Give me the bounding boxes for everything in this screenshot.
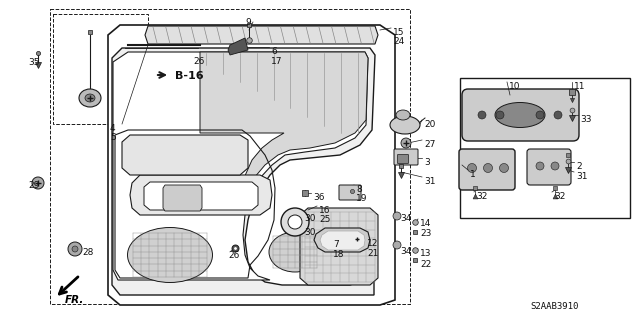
Text: 26: 26 [193, 57, 204, 66]
Text: 26: 26 [228, 251, 239, 260]
Ellipse shape [79, 89, 101, 107]
Bar [460, 78, 630, 218]
FancyArrowPatch shape [60, 277, 78, 294]
Text: 34: 34 [400, 247, 412, 256]
Polygon shape [163, 185, 202, 211]
Circle shape [401, 138, 411, 148]
Text: 27: 27 [424, 140, 435, 149]
Text: 12: 12 [367, 239, 378, 248]
Circle shape [551, 162, 559, 170]
Text: 21: 21 [367, 249, 378, 258]
Ellipse shape [127, 227, 212, 283]
Text: 9: 9 [245, 18, 251, 27]
Text: 7: 7 [333, 240, 339, 249]
Polygon shape [112, 48, 375, 295]
Circle shape [393, 241, 401, 249]
FancyBboxPatch shape [459, 149, 515, 190]
Text: 3: 3 [424, 158, 429, 167]
Text: 20: 20 [424, 120, 435, 129]
Text: 18: 18 [333, 250, 344, 259]
Circle shape [393, 212, 401, 220]
Text: 8: 8 [356, 185, 362, 194]
Circle shape [483, 164, 493, 173]
Text: 28: 28 [82, 248, 93, 257]
Polygon shape [108, 25, 395, 305]
Text: 1: 1 [470, 170, 476, 179]
Polygon shape [113, 52, 368, 280]
FancyBboxPatch shape [527, 149, 571, 185]
Circle shape [288, 215, 302, 229]
Circle shape [68, 242, 82, 256]
Polygon shape [122, 135, 248, 175]
Circle shape [281, 208, 309, 236]
Text: 24: 24 [393, 37, 404, 46]
Bar [50, 9, 410, 304]
Text: 5: 5 [110, 133, 116, 142]
FancyBboxPatch shape [394, 149, 418, 165]
Text: 32: 32 [476, 192, 488, 201]
Text: 11: 11 [574, 82, 586, 91]
Circle shape [499, 164, 509, 173]
Text: 4: 4 [110, 124, 116, 133]
Circle shape [536, 111, 544, 119]
Text: 32: 32 [554, 192, 565, 201]
Text: 35: 35 [28, 58, 40, 67]
Polygon shape [320, 231, 365, 250]
Ellipse shape [85, 94, 95, 102]
Circle shape [478, 111, 486, 119]
Circle shape [554, 111, 562, 119]
Text: 16: 16 [319, 206, 330, 215]
FancyBboxPatch shape [397, 154, 408, 164]
Polygon shape [144, 182, 258, 210]
Polygon shape [300, 208, 378, 285]
Text: S2AAB3910: S2AAB3910 [531, 302, 579, 311]
FancyBboxPatch shape [462, 89, 579, 141]
Text: 31: 31 [576, 172, 588, 181]
Text: 2: 2 [576, 162, 582, 171]
Ellipse shape [396, 110, 410, 120]
FancyBboxPatch shape [339, 185, 361, 200]
Text: 30: 30 [304, 214, 316, 223]
Text: 6: 6 [271, 47, 276, 56]
Ellipse shape [495, 102, 545, 128]
Text: 33: 33 [580, 115, 591, 124]
Ellipse shape [390, 116, 420, 134]
Text: 15: 15 [393, 28, 404, 37]
Circle shape [467, 164, 477, 173]
Text: FR.: FR. [65, 295, 84, 305]
Text: 23: 23 [420, 229, 431, 238]
Text: 19: 19 [356, 194, 367, 203]
Bar [53, 14, 148, 124]
Text: 36: 36 [313, 193, 324, 202]
Text: 29: 29 [28, 181, 40, 190]
Text: 25: 25 [319, 215, 330, 224]
Polygon shape [145, 26, 378, 44]
Text: 17: 17 [271, 57, 282, 66]
Text: 34: 34 [400, 214, 412, 223]
Ellipse shape [269, 232, 321, 272]
Circle shape [32, 177, 44, 189]
Polygon shape [200, 52, 368, 210]
Text: 10: 10 [509, 82, 520, 91]
Text: 30: 30 [304, 228, 316, 237]
Polygon shape [130, 175, 272, 215]
Text: 22: 22 [420, 260, 431, 269]
Text: 14: 14 [420, 219, 431, 228]
Circle shape [496, 111, 504, 119]
Text: 31: 31 [424, 177, 435, 186]
Circle shape [72, 246, 78, 252]
Circle shape [536, 162, 544, 170]
Text: 13: 13 [420, 249, 431, 258]
Polygon shape [228, 38, 248, 55]
Polygon shape [314, 228, 370, 252]
Text: B-16: B-16 [175, 71, 204, 81]
